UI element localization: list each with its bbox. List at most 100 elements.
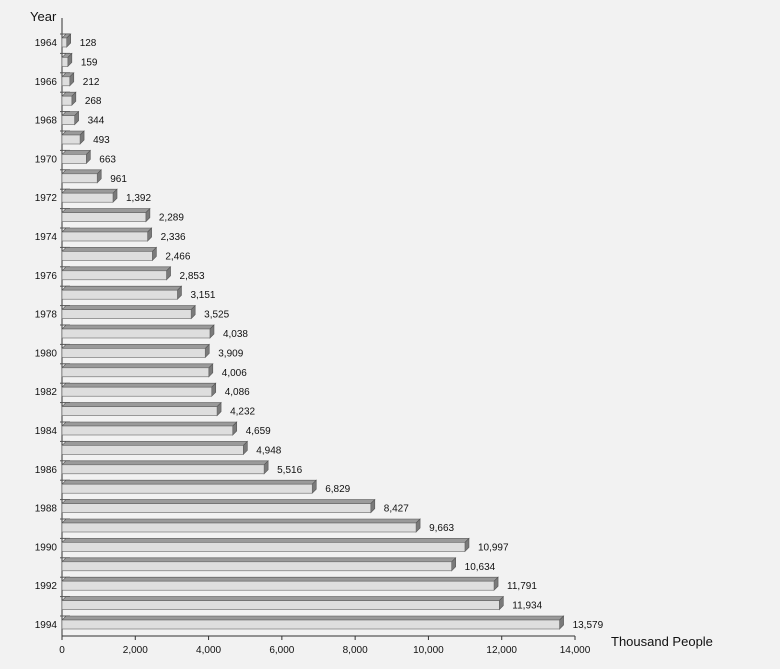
y-tick-label: 1994	[35, 620, 58, 631]
y-tick-label: 1974	[35, 232, 58, 243]
bar-top	[61, 305, 196, 310]
y-tick-label: 1964	[35, 38, 58, 49]
y-tick-label: 1978	[35, 310, 58, 321]
bar	[61, 406, 218, 416]
y-tick-label: 1976	[35, 271, 58, 282]
bar-value-label: 3,525	[204, 310, 229, 321]
bar	[61, 328, 211, 339]
bar	[61, 289, 178, 300]
bar-top	[61, 285, 183, 291]
bar	[61, 522, 417, 533]
bar-value-label: 128	[80, 38, 97, 49]
bar-top	[61, 538, 470, 543]
bar-top	[61, 208, 151, 213]
bar	[61, 445, 244, 455]
bar-value-label: 4,038	[223, 329, 248, 340]
bar-value-label: 3,909	[218, 348, 243, 359]
x-tick-label: 12,000	[486, 645, 517, 656]
bar	[61, 580, 495, 591]
bar	[61, 115, 75, 125]
x-tick-label: 6,000	[269, 645, 294, 656]
y-axis-title: Year	[30, 9, 57, 24]
bar	[61, 483, 313, 494]
bar-top	[61, 596, 505, 601]
bar	[61, 600, 500, 610]
bar-value-label: 268	[85, 96, 102, 107]
bar-top	[61, 421, 238, 427]
bar-value-label: 4,659	[246, 426, 271, 437]
bar-top	[61, 266, 172, 272]
bar-top	[61, 188, 118, 194]
bar-value-label: 11,791	[507, 581, 537, 592]
bar-top	[61, 441, 249, 446]
x-tick-label: 4,000	[196, 645, 221, 656]
bar-value-label: 8,427	[384, 504, 409, 515]
bar-top	[61, 150, 92, 155]
bar-top	[61, 499, 376, 504]
bar	[61, 619, 560, 630]
bar-value-label: 961	[110, 174, 127, 185]
y-tick-label: 1972	[35, 193, 58, 204]
y-tick-label: 1988	[35, 504, 58, 515]
bar	[61, 95, 73, 106]
bar-value-label: 4,006	[222, 368, 247, 379]
bar	[61, 154, 87, 164]
bar	[61, 212, 147, 222]
bar	[61, 231, 148, 242]
y-tick-label: 1966	[35, 77, 58, 88]
bar	[61, 561, 452, 572]
bar-value-label: 3,151	[190, 290, 215, 301]
x-tick-label: 14,000	[560, 645, 591, 656]
bar-top	[61, 460, 269, 466]
bar-value-label: 2,289	[159, 213, 184, 224]
x-tick-label: 2,000	[123, 645, 148, 656]
y-tick-label: 1980	[35, 348, 58, 359]
bar-value-label: 2,336	[161, 232, 186, 243]
bar-value-label: 6,829	[325, 484, 350, 495]
x-tick-label: 10,000	[413, 645, 444, 656]
bar-top	[61, 382, 217, 388]
bar	[61, 251, 153, 261]
bar	[61, 37, 67, 48]
bar-value-label: 212	[83, 77, 100, 88]
bar-value-label: 13,579	[573, 620, 604, 631]
bar-top	[61, 479, 317, 485]
y-tick-label: 1986	[35, 465, 58, 476]
bar	[61, 367, 210, 378]
bar	[61, 503, 372, 513]
bar-value-label: 10,997	[478, 542, 509, 553]
bar	[61, 309, 192, 319]
bar	[61, 134, 81, 145]
bar	[61, 542, 466, 552]
x-tick-label: 0	[59, 645, 65, 656]
bar-top	[61, 324, 215, 330]
bar-value-label: 4,232	[230, 407, 255, 418]
bar	[61, 464, 265, 475]
bar-value-label: 493	[93, 135, 110, 146]
x-axis-title: Thousand People	[611, 634, 713, 649]
bar-value-label: 10,634	[465, 562, 496, 573]
bar	[61, 270, 167, 281]
y-tick-label: 1968	[35, 116, 58, 127]
bar-value-label: 344	[88, 116, 105, 127]
bar-top	[61, 557, 457, 563]
bar	[61, 425, 234, 436]
y-tick-label: 1984	[35, 426, 58, 437]
bar-top	[61, 402, 222, 407]
x-tick-label: 8,000	[343, 645, 368, 656]
bar-value-label: 159	[81, 57, 98, 68]
bar-top	[61, 576, 499, 582]
bar	[61, 192, 114, 203]
y-tick-label: 1990	[35, 542, 58, 553]
bar	[61, 173, 98, 184]
bar-top	[61, 363, 214, 369]
y-tick-label: 1982	[35, 387, 58, 398]
bar-top	[61, 169, 102, 175]
bar	[61, 57, 69, 67]
bar-top	[61, 344, 210, 349]
bar-value-label: 1,392	[126, 193, 151, 204]
bar-value-label: 2,853	[180, 271, 205, 282]
bar-value-label: 5,516	[277, 465, 302, 476]
bar-top	[61, 615, 565, 621]
